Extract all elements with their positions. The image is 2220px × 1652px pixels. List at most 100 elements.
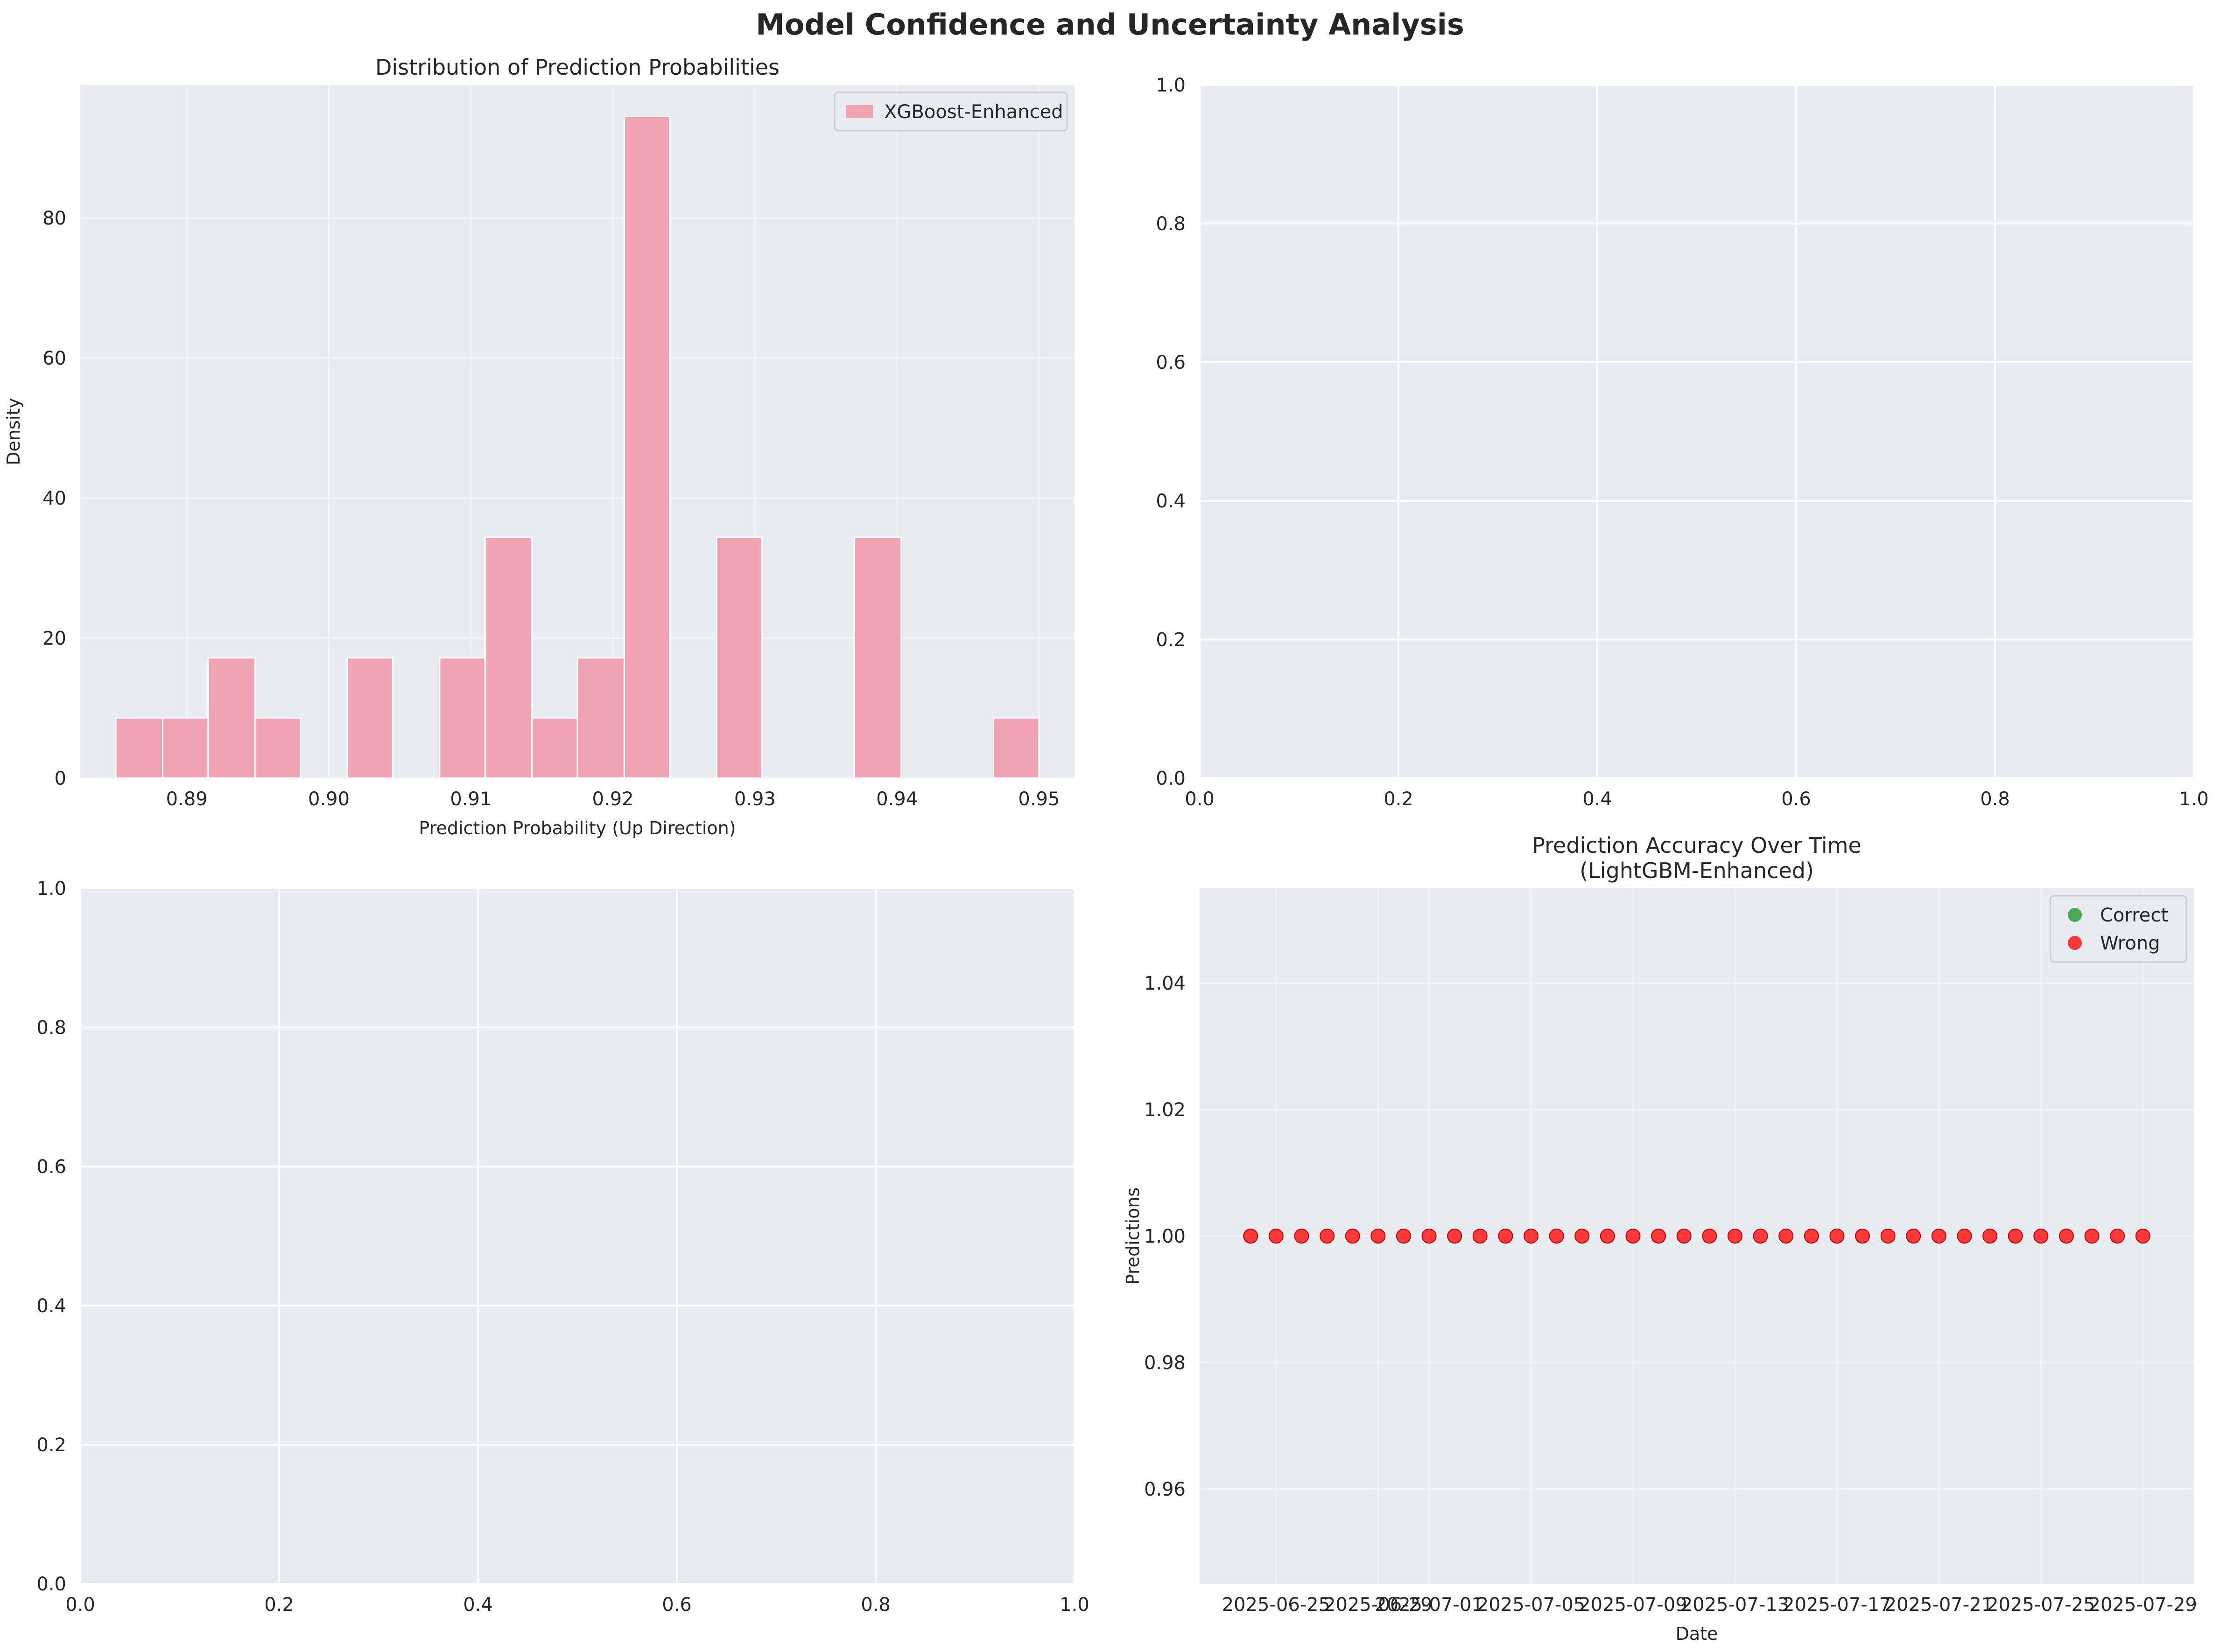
- histogram-bar: [853, 536, 902, 779]
- x-tick-label: 0.0: [1185, 788, 1215, 810]
- x-tick-label: 1.0: [1060, 1594, 1089, 1616]
- histogram-bar: [346, 657, 393, 779]
- scatter-point: [1727, 1229, 1742, 1244]
- chart-title: (LightGBM-Enhanced): [1580, 858, 1814, 883]
- scatter-point: [1498, 1229, 1513, 1244]
- x-axis-label: Prediction Probability (Up Direction): [419, 818, 736, 838]
- x-tick-label: 0.94: [876, 788, 918, 810]
- chart-panel-3: 0.0 0.2 0.4 0.6 0.8 1.0 0.0 0.2 0.4 0.6 0.8 1.0: [36, 878, 1089, 1616]
- y-axis-label: Density: [3, 398, 24, 465]
- y-tick-label: 0.4: [1156, 491, 1186, 512]
- scatter-point: [1600, 1229, 1615, 1244]
- x-tick-label: 0.95: [1018, 788, 1060, 810]
- scatter-point: [2135, 1229, 2150, 1244]
- y-tick-label: 0.2: [1156, 629, 1186, 651]
- figure-title: Model Confidence and Uncertainty Analysi…: [756, 7, 1464, 42]
- y-tick-label: 1.02: [1144, 1099, 1186, 1121]
- legend-label: Correct: [2100, 905, 2168, 926]
- scatter-point: [1524, 1229, 1539, 1244]
- x-tick-label: 1.0: [2179, 788, 2209, 810]
- y-tick-label: 40: [42, 488, 66, 509]
- y-tick-label: 0.8: [36, 1017, 66, 1039]
- scatter-point: [1421, 1229, 1437, 1244]
- scatter-point: [1625, 1229, 1641, 1244]
- scatter-point: [2110, 1229, 2125, 1244]
- plot-area: [1200, 85, 2194, 778]
- legend-swatch: [846, 105, 873, 118]
- x-tick-label: 0.2: [264, 1594, 294, 1616]
- x-tick-label: 0.93: [734, 788, 776, 810]
- histogram-bar: [531, 717, 578, 779]
- x-axis-label: Date: [1676, 1624, 1718, 1644]
- y-tick-label: 0.2: [36, 1434, 66, 1456]
- scatter-point: [1574, 1229, 1590, 1244]
- scatter-point: [1447, 1229, 1462, 1244]
- chart-title: Prediction Accuracy Over Time: [1532, 833, 1862, 858]
- scatter-point: [1829, 1229, 1845, 1244]
- x-tick-label: 2025-07-13: [1681, 1594, 1789, 1616]
- histogram-bar: [484, 536, 533, 779]
- y-tick-label: 1.0: [36, 878, 66, 900]
- x-tick-label: 0.6: [662, 1594, 692, 1616]
- x-tick-label: 0.8: [1980, 788, 2010, 810]
- y-tick-label: 20: [42, 628, 66, 649]
- legend-box: [834, 91, 1068, 132]
- x-tick-label: 0.89: [166, 788, 208, 810]
- x-tick-label: 2025-06-29: [1324, 1594, 1432, 1616]
- scatter-point: [1472, 1229, 1488, 1244]
- legend: Correct Wrong: [2050, 895, 2187, 963]
- scatter-point: [1931, 1229, 1946, 1244]
- scatter-point: [1396, 1229, 1411, 1244]
- scatter-point: [1957, 1229, 1972, 1244]
- x-tick-label: 0.91: [450, 788, 492, 810]
- scatter-point: [1345, 1229, 1360, 1244]
- scatter-point: [1651, 1229, 1666, 1244]
- y-tick-label: 0.0: [36, 1574, 66, 1595]
- scatter-point: [1855, 1229, 1870, 1244]
- y-axis-label: Predictions: [1123, 1188, 1143, 1285]
- histogram-bar: [716, 536, 763, 779]
- x-tick-label: 0.90: [308, 788, 350, 810]
- histogram-bar: [207, 657, 256, 779]
- y-tick-label: 0.6: [36, 1156, 66, 1178]
- x-tick-label: 2025-07-17: [1783, 1594, 1891, 1616]
- scatter-point: [1243, 1229, 1258, 1244]
- scatter-point: [1320, 1229, 1335, 1244]
- plot-area: [80, 888, 1075, 1584]
- y-tick-label: 80: [42, 208, 66, 229]
- legend-label: Wrong: [2100, 933, 2160, 954]
- y-tick-label: 1.00: [1144, 1226, 1186, 1247]
- y-tick-label: 60: [42, 348, 66, 369]
- chart-panel-1: 0.89 0.90 0.91 0.92 0.93 0.94 0.95 0 20 40 60 80 Dis…: [3, 55, 1075, 838]
- scatter-point: [1294, 1229, 1309, 1244]
- scatter-point: [1804, 1229, 1819, 1244]
- y-tick-label: 0: [55, 768, 66, 789]
- x-tick-label: 2025-07-05: [1477, 1594, 1585, 1616]
- histogram-bar: [993, 717, 1040, 779]
- x-tick-label: 2025-07-09: [1579, 1594, 1687, 1616]
- y-tick-label: 0.96: [1144, 1479, 1186, 1500]
- y-tick-label: 1.0: [1156, 75, 1186, 96]
- x-tick-label: 2025-07-29: [2089, 1594, 2197, 1616]
- scatter-point: [1753, 1229, 1768, 1244]
- chart-panel-4: 2025-06-252025-06-292025-07-012025-07-05…: [1123, 833, 2197, 1644]
- histogram-bar: [623, 116, 671, 779]
- scatter-point: [1906, 1229, 1921, 1244]
- histogram-bar: [576, 657, 625, 779]
- scatter-point: [1880, 1229, 1896, 1244]
- histogram-bar: [115, 717, 163, 779]
- y-tick-label: 0.4: [36, 1295, 66, 1317]
- scatter-point: [2084, 1229, 2100, 1244]
- scatter-point: [1268, 1229, 1284, 1244]
- scatter-point: [2058, 1229, 2074, 1244]
- scatter-point: [1370, 1229, 1386, 1244]
- y-tick-label: 0.98: [1144, 1352, 1186, 1374]
- chart-panel-2: 0.0 0.2 0.4 0.6 0.8 1.0 0.0 0.2 0.4 0.6 0.8 1.0: [1156, 75, 2208, 810]
- scatter-point: [2008, 1229, 2023, 1244]
- x-tick-label: 2025-07-21: [1885, 1594, 1993, 1616]
- y-tick-label: 0.8: [1156, 213, 1186, 235]
- y-tick-label: 0.0: [1156, 768, 1186, 789]
- histogram-bar: [254, 717, 302, 779]
- y-tick-label: 1.04: [1144, 973, 1186, 994]
